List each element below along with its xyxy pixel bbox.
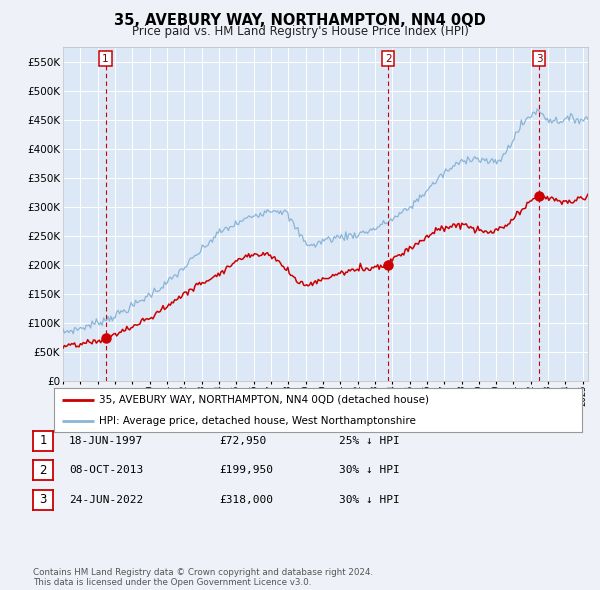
Text: 18-JUN-1997: 18-JUN-1997 — [69, 436, 143, 445]
Text: £199,950: £199,950 — [219, 466, 273, 475]
Text: 24-JUN-2022: 24-JUN-2022 — [69, 495, 143, 504]
Text: 1: 1 — [103, 54, 109, 64]
Text: 2: 2 — [40, 464, 47, 477]
Text: 2: 2 — [385, 54, 392, 64]
Text: 35, AVEBURY WAY, NORTHAMPTON, NN4 0QD (detached house): 35, AVEBURY WAY, NORTHAMPTON, NN4 0QD (d… — [99, 395, 429, 405]
Text: HPI: Average price, detached house, West Northamptonshire: HPI: Average price, detached house, West… — [99, 416, 416, 426]
Text: 08-OCT-2013: 08-OCT-2013 — [69, 466, 143, 475]
Text: 3: 3 — [536, 54, 542, 64]
Text: £318,000: £318,000 — [219, 495, 273, 504]
Text: 35, AVEBURY WAY, NORTHAMPTON, NN4 0QD: 35, AVEBURY WAY, NORTHAMPTON, NN4 0QD — [114, 13, 486, 28]
Text: 30% ↓ HPI: 30% ↓ HPI — [339, 495, 400, 504]
Text: £72,950: £72,950 — [219, 436, 266, 445]
Text: Price paid vs. HM Land Registry's House Price Index (HPI): Price paid vs. HM Land Registry's House … — [131, 25, 469, 38]
Text: 1: 1 — [40, 434, 47, 447]
Text: 30% ↓ HPI: 30% ↓ HPI — [339, 466, 400, 475]
Text: 25% ↓ HPI: 25% ↓ HPI — [339, 436, 400, 445]
Text: 3: 3 — [40, 493, 47, 506]
Text: Contains HM Land Registry data © Crown copyright and database right 2024.
This d: Contains HM Land Registry data © Crown c… — [33, 568, 373, 587]
